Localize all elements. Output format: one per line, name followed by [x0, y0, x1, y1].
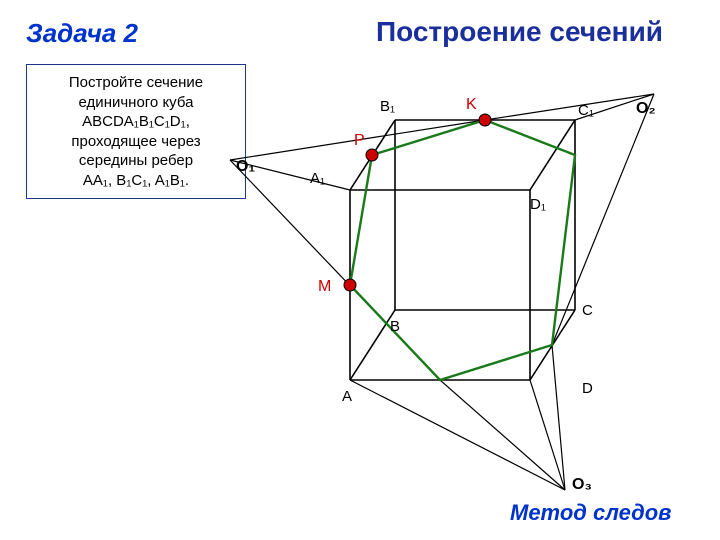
vertex-label: B₁ [380, 98, 395, 115]
vertex-label: B [390, 318, 400, 335]
vertex-label: A₁ [310, 170, 325, 187]
vertex-label: M [318, 278, 331, 296]
vertex-label: D₁ [530, 196, 546, 213]
vertex-label: O₂ [636, 100, 656, 118]
vertex-label: O₃ [572, 476, 592, 494]
diagram-svg [0, 0, 720, 540]
vertex-label: K [466, 96, 477, 114]
stage: { "canvas": {"w":720,"h":540,"bg":"#ffff… [0, 0, 720, 540]
vertex-label: O₁ [236, 158, 255, 176]
vertex-label: P [354, 132, 365, 150]
vertex-label: C₁ [578, 102, 594, 119]
vertex-label: D [582, 380, 593, 397]
vertex-label: A [342, 388, 352, 405]
vertex-label: C [582, 302, 593, 319]
